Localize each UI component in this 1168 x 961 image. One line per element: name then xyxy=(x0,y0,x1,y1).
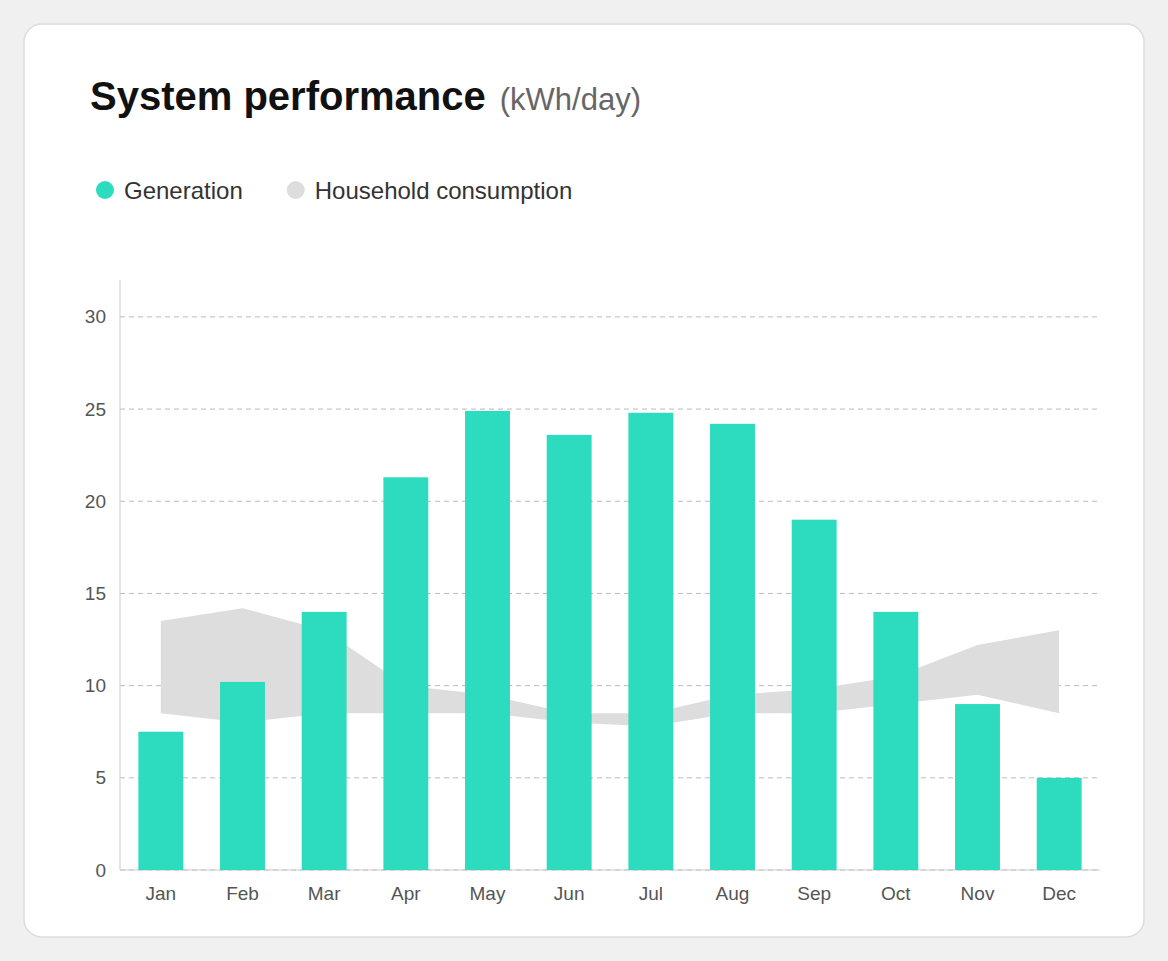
legend-label: Generation xyxy=(124,177,243,204)
generation-bar xyxy=(710,424,755,870)
legend-label: Household consumption xyxy=(315,177,573,204)
x-tick-label: Jul xyxy=(639,883,663,904)
grid xyxy=(120,317,1100,870)
legend: Generation Household consumption xyxy=(96,177,572,204)
chart-container: System performance (kWh/day) Generation Hou… xyxy=(0,0,1168,961)
generation-bar xyxy=(873,612,918,870)
grid-line xyxy=(120,777,1100,778)
x-tick-label: Dec xyxy=(1042,883,1076,904)
y-tick-label: 30 xyxy=(85,306,106,327)
generation-bar xyxy=(1037,778,1082,870)
x-tick-label: Sep xyxy=(797,883,831,904)
grid-line xyxy=(120,501,1100,502)
generation-bar xyxy=(955,704,1000,870)
generation-bar xyxy=(628,413,673,870)
generation-bar xyxy=(792,520,837,870)
subtitle: (kWh/day) xyxy=(500,82,641,117)
x-tick-label: Feb xyxy=(226,883,259,904)
grid-line xyxy=(120,409,1100,410)
y-tick-label: 10 xyxy=(85,675,106,696)
generation-bar xyxy=(302,612,347,870)
x-tick-label: Mar xyxy=(308,883,341,904)
y-tick-label: 15 xyxy=(85,583,106,604)
generation-bar xyxy=(465,411,510,870)
y-tick-label: 25 xyxy=(85,399,106,420)
x-tick-label: May xyxy=(470,883,506,904)
x-tick-label: Jun xyxy=(554,883,585,904)
legend-swatch xyxy=(287,181,305,199)
consumption-area xyxy=(161,608,1059,726)
generation-bar xyxy=(547,435,592,870)
generation-bar xyxy=(220,682,265,870)
page-background xyxy=(0,0,1168,961)
marks xyxy=(138,411,1081,870)
y-axis: 0 5 10 15 20 25 30 xyxy=(85,280,1100,881)
grid-line xyxy=(120,316,1100,317)
chart-svg: System performance (kWh/day) Generation Hou… xyxy=(0,0,1168,961)
y-tick-label: 0 xyxy=(95,860,106,881)
generation-bar xyxy=(383,477,428,870)
generation-bar xyxy=(138,732,183,870)
x-axis: Jan Feb Mar Apr May Jun Jul Aug Sep Oct Nov Dec xyxy=(146,883,1077,904)
x-tick-label: Oct xyxy=(881,883,911,904)
y-tick-label: 5 xyxy=(95,767,106,788)
card xyxy=(24,24,1144,937)
title: System performance xyxy=(90,74,486,118)
x-tick-label: Jan xyxy=(146,883,177,904)
x-tick-label: Apr xyxy=(391,883,421,904)
y-tick-label: 20 xyxy=(85,491,106,512)
grid-line xyxy=(120,593,1100,594)
x-tick-label: Nov xyxy=(961,883,995,904)
x-axis-line xyxy=(120,870,1100,871)
x-tick-label: Aug xyxy=(716,883,750,904)
grid-line xyxy=(120,870,1100,871)
legend-swatch xyxy=(96,181,114,199)
y-axis-line xyxy=(120,280,121,870)
